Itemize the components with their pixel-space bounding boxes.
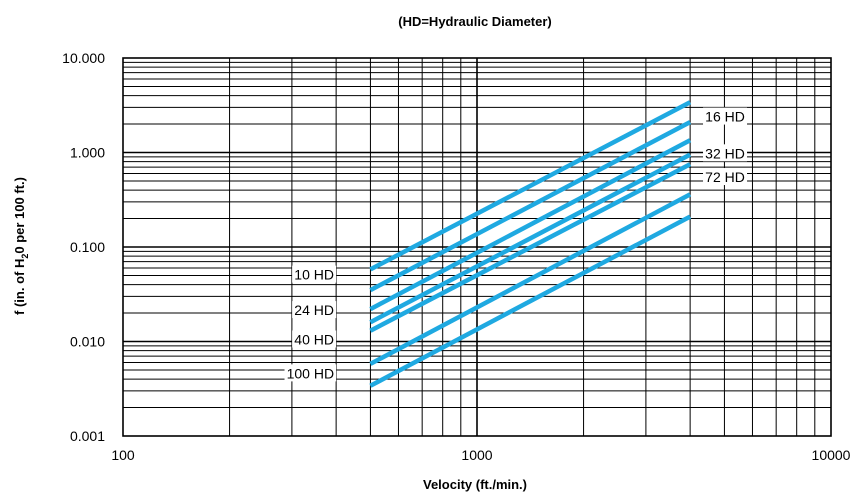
curve-label-4: 100 HD — [287, 365, 334, 381]
curve-label-6: 32 HD — [705, 145, 745, 161]
y-tick-label: 10.000 — [62, 50, 105, 66]
curve-label-box — [703, 107, 748, 125]
y-axis-title-subscript: 2 — [20, 254, 30, 259]
curve-label-7: 72 HD — [705, 169, 745, 185]
y-tick-label: 0.010 — [70, 334, 105, 350]
x-tick-label: 100 — [111, 447, 135, 463]
curve-label-5: 16 HD — [705, 109, 745, 125]
x-axis-title: Velocity (ft./min.) — [423, 477, 527, 492]
curve-label-3: 40 HD — [294, 331, 334, 347]
series-line-3 — [369, 138, 692, 312]
curve-label-2: 24 HD — [294, 302, 334, 318]
curve-label-box — [292, 330, 337, 348]
y-tick-label: 0.001 — [70, 428, 105, 444]
y-axis-title: f (in. of H20 per 100 ft.) — [12, 177, 30, 315]
y-axis-title-main: f (in. of H — [12, 259, 27, 315]
tick-labels: 100 1000 10000 10.000 1.000 0.100 0.010 0.001 — [62, 50, 850, 463]
y-axis-title-rest: 0 per 100 ft.) — [12, 177, 27, 254]
y-tick-label: 1.000 — [70, 145, 105, 161]
series-line-6 — [369, 192, 692, 366]
series-line-5 — [369, 162, 692, 333]
series-line-2 — [369, 120, 692, 293]
y-tick-label: 0.100 — [70, 239, 105, 255]
curve-label-1: 10 HD — [294, 267, 334, 283]
curve-label-box — [703, 168, 748, 186]
curve-labels: 10 HD 24 HD 40 HD 100 HD 16 HD 32 HD 72 HD — [284, 107, 748, 382]
curve-label-box — [292, 265, 337, 283]
curve-label-box — [284, 364, 337, 382]
series-line-7 — [369, 214, 692, 388]
plot-frame — [122, 57, 832, 437]
curve-label-box — [292, 301, 337, 319]
x-tick-label: 10000 — [812, 447, 850, 463]
series-line-1 — [369, 100, 692, 272]
x-tick-label: 1000 — [461, 447, 492, 463]
series-line-4 — [369, 152, 692, 325]
chart-title: (HD=Hydraulic Diameter) — [398, 14, 552, 29]
curve-label-box — [703, 144, 748, 162]
series-layer — [369, 100, 692, 388]
